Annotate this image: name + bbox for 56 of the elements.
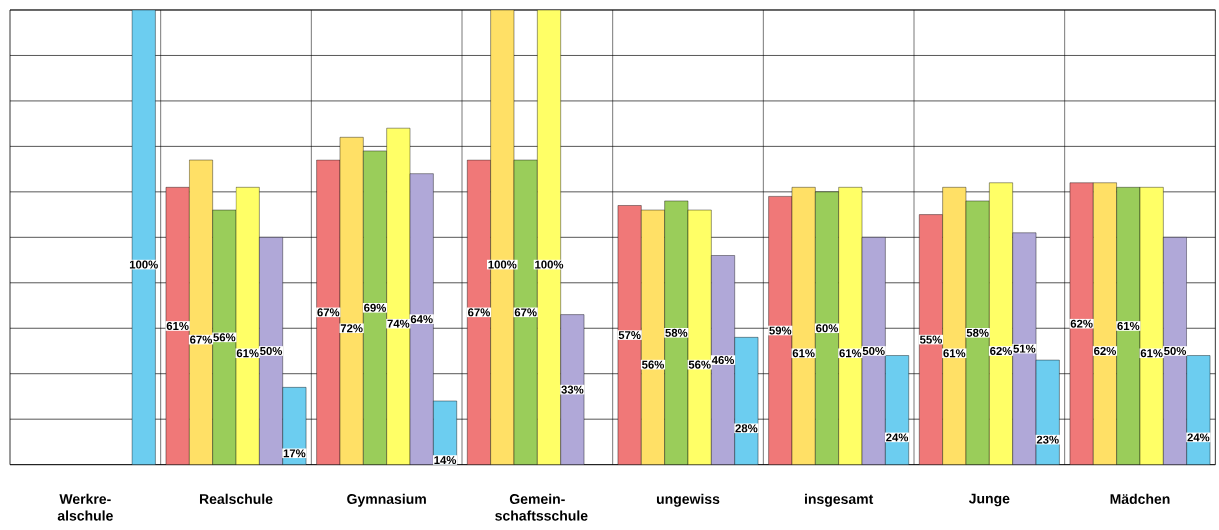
data-label: 69% <box>364 303 387 312</box>
data-label: 61% <box>236 349 259 358</box>
data-label: 67% <box>514 308 537 317</box>
data-label: 56% <box>641 360 665 369</box>
bar <box>617 205 642 465</box>
data-label: 61% <box>1140 349 1163 358</box>
data-label: 62% <box>1094 346 1117 355</box>
data-label: 24% <box>1187 433 1210 442</box>
data-label: 28% <box>735 424 758 433</box>
data-label: 61% <box>792 349 815 358</box>
data-label: 59% <box>769 326 792 335</box>
data-label: 100% <box>129 260 158 269</box>
bar <box>165 187 190 465</box>
data-label: 50% <box>260 346 283 355</box>
x-tick-label: insgesamt <box>805 493 874 507</box>
data-label: 51% <box>1013 344 1036 353</box>
data-label: 14% <box>434 456 457 465</box>
bar <box>1069 182 1094 465</box>
data-label: 61% <box>943 349 966 358</box>
data-label: 61% <box>839 349 862 358</box>
data-label: 72% <box>340 324 363 333</box>
x-tick-label: Mädchen <box>1110 493 1170 505</box>
data-label: 23% <box>1036 435 1059 444</box>
x-tick-label: ungewiss <box>656 493 720 507</box>
bar <box>316 159 341 465</box>
data-label: 100% <box>535 260 564 269</box>
data-label: 56% <box>213 333 236 342</box>
data-label: 46% <box>711 356 735 365</box>
data-label: 61% <box>1117 321 1140 330</box>
data-label: 60% <box>816 324 839 333</box>
data-label: 67% <box>317 308 340 317</box>
data-label: 58% <box>665 328 688 337</box>
x-tick-label: Gemein-schaftsschule <box>495 493 588 521</box>
x-tick-label: Gymnasium <box>347 493 426 507</box>
data-label: 61% <box>166 321 189 330</box>
data-label: 100% <box>488 260 517 269</box>
data-label: 62% <box>990 346 1013 355</box>
data-label: 33% <box>561 385 584 394</box>
data-label: 50% <box>1164 346 1187 355</box>
data-label: 57% <box>618 331 641 340</box>
data-label: 62% <box>1070 319 1093 328</box>
data-label: 74% <box>387 319 410 328</box>
data-label: 24% <box>886 433 909 442</box>
data-label: 67% <box>468 308 490 317</box>
x-tick-label: Werkre-alschule <box>57 493 113 521</box>
data-label: 67% <box>190 335 213 344</box>
x-tick-label: Junge <box>968 493 1010 507</box>
x-tick-label: Realschule <box>199 493 273 505</box>
data-label: 17% <box>283 449 306 458</box>
bar <box>919 214 943 465</box>
data-label: 64% <box>410 315 433 324</box>
data-label: 55% <box>919 335 942 344</box>
data-label: 50% <box>862 346 885 355</box>
data-label: 56% <box>688 360 711 369</box>
data-label: 58% <box>966 328 989 337</box>
bar <box>768 196 793 465</box>
